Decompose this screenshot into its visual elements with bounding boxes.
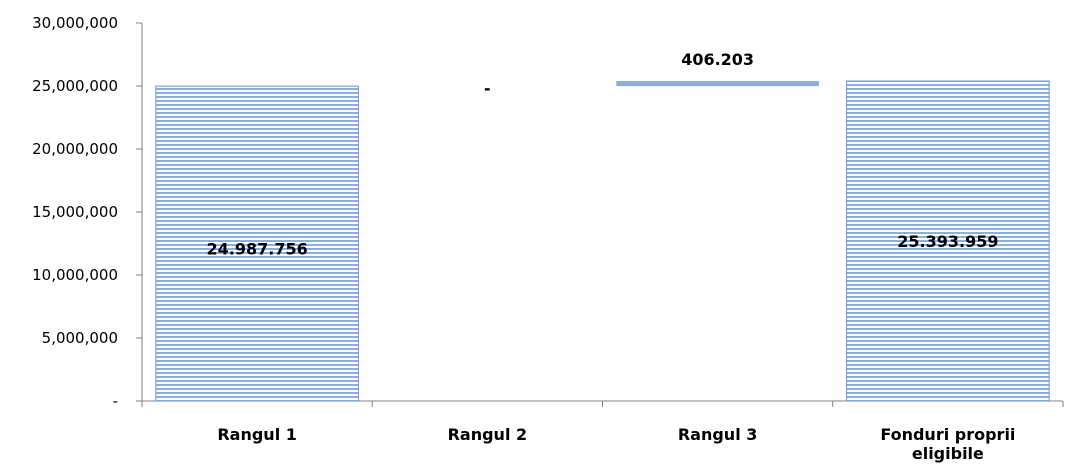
data-label: 406.203: [681, 50, 754, 69]
x-category-label: eligibile: [912, 444, 984, 463]
y-tick-label: 25,000,000: [32, 77, 118, 95]
x-category-label: Rangul 3: [678, 425, 758, 444]
bar: [616, 81, 819, 87]
bar: [155, 85, 360, 402]
data-label: 25.393.959: [897, 232, 998, 251]
y-tick-label: -: [113, 392, 118, 410]
y-tick-label: 15,000,000: [32, 203, 118, 221]
data-label: -: [484, 79, 491, 98]
bar: [845, 80, 1050, 402]
y-tick-label: 20,000,000: [32, 140, 118, 158]
data-label: 24.987.756: [207, 240, 308, 259]
y-tick-label: 5,000,000: [42, 329, 118, 347]
x-category-label: Rangul 1: [217, 425, 297, 444]
x-category-label: Rangul 2: [448, 425, 528, 444]
x-category-label: Fonduri proprii: [880, 425, 1015, 444]
y-tick-label: 10,000,000: [32, 266, 118, 284]
y-tick-label: 30,000,000: [32, 14, 118, 32]
